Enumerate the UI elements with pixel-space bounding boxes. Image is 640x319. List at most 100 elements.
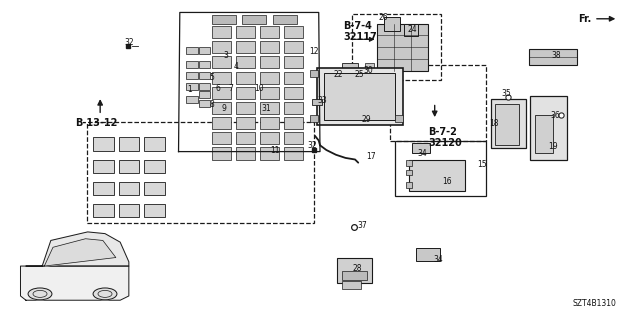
Bar [260, 87, 279, 99]
Text: B-7-4
32117: B-7-4 32117 [344, 21, 378, 42]
Bar [337, 257, 372, 283]
Text: 7: 7 [228, 84, 233, 93]
Text: 12: 12 [309, 48, 318, 56]
Bar [243, 15, 266, 24]
Bar [310, 70, 318, 77]
Bar [395, 141, 486, 196]
Bar [199, 91, 211, 98]
Bar [236, 87, 255, 99]
Bar [212, 117, 231, 129]
Text: B-13-12: B-13-12 [75, 118, 117, 128]
Text: 3: 3 [223, 51, 228, 60]
Bar [93, 182, 113, 195]
Bar [260, 26, 279, 38]
Bar [317, 68, 403, 125]
Bar [199, 61, 211, 68]
Bar [324, 72, 395, 120]
Circle shape [93, 288, 117, 300]
Text: 30: 30 [363, 66, 372, 76]
Bar [212, 132, 231, 144]
Text: 37: 37 [358, 221, 367, 230]
Bar [199, 100, 211, 107]
Text: B-7-2
32120: B-7-2 32120 [428, 127, 462, 148]
Text: 8: 8 [209, 100, 214, 109]
Bar [186, 96, 198, 103]
Bar [284, 71, 303, 84]
Bar [284, 41, 303, 53]
Circle shape [28, 288, 52, 300]
Bar [186, 72, 198, 79]
Text: 17: 17 [366, 152, 376, 161]
Bar [260, 132, 279, 144]
Bar [284, 56, 303, 69]
Bar [284, 132, 303, 144]
Bar [236, 102, 255, 114]
Bar [328, 68, 344, 77]
Bar [199, 47, 211, 54]
Bar [260, 117, 279, 129]
Bar [284, 117, 303, 129]
Bar [236, 71, 255, 84]
Text: 38: 38 [551, 51, 561, 60]
Bar [378, 24, 428, 71]
Text: 19: 19 [548, 142, 557, 151]
Text: 10: 10 [255, 84, 264, 93]
Bar [284, 102, 303, 114]
Bar [495, 104, 520, 145]
Bar [144, 182, 164, 195]
Text: 25: 25 [355, 70, 364, 78]
Text: 26: 26 [379, 13, 388, 22]
Bar [310, 115, 318, 122]
Bar [406, 182, 412, 188]
Text: 9: 9 [222, 104, 227, 113]
Bar [273, 15, 297, 24]
Bar [236, 132, 255, 144]
Bar [404, 24, 418, 36]
Bar [186, 83, 198, 90]
Bar [212, 71, 231, 84]
Text: 33: 33 [317, 97, 327, 106]
Bar [88, 122, 314, 223]
Text: SZT4B1310: SZT4B1310 [572, 299, 616, 308]
Bar [384, 17, 399, 32]
Bar [260, 71, 279, 84]
Polygon shape [44, 239, 116, 266]
Text: 18: 18 [489, 119, 499, 128]
Bar [284, 87, 303, 99]
Bar [412, 143, 430, 153]
Bar [144, 137, 164, 151]
Text: 32: 32 [124, 38, 134, 47]
Bar [212, 41, 231, 53]
Text: 28: 28 [352, 264, 362, 273]
Text: 29: 29 [362, 115, 371, 124]
Bar [406, 170, 412, 175]
Text: 34: 34 [417, 149, 427, 158]
Bar [199, 72, 211, 79]
Bar [312, 100, 322, 105]
Bar [406, 160, 412, 166]
Bar [212, 87, 231, 99]
Bar [260, 102, 279, 114]
Bar [236, 117, 255, 129]
Bar [342, 271, 367, 280]
Bar [535, 115, 552, 153]
Bar [395, 115, 403, 122]
Bar [390, 65, 486, 141]
Bar [531, 96, 567, 160]
Text: 31: 31 [261, 104, 271, 113]
Text: 32: 32 [308, 141, 317, 150]
Bar [212, 26, 231, 38]
Text: 4: 4 [234, 62, 238, 71]
Bar [260, 147, 279, 160]
Text: 6: 6 [216, 84, 221, 93]
Bar [236, 56, 255, 69]
Bar [212, 102, 231, 114]
Text: 35: 35 [502, 89, 511, 98]
Bar [212, 15, 236, 24]
Bar [352, 14, 441, 80]
Bar [212, 56, 231, 69]
Bar [212, 147, 231, 160]
Bar [93, 137, 113, 151]
Text: 16: 16 [443, 177, 452, 186]
Bar [118, 182, 139, 195]
